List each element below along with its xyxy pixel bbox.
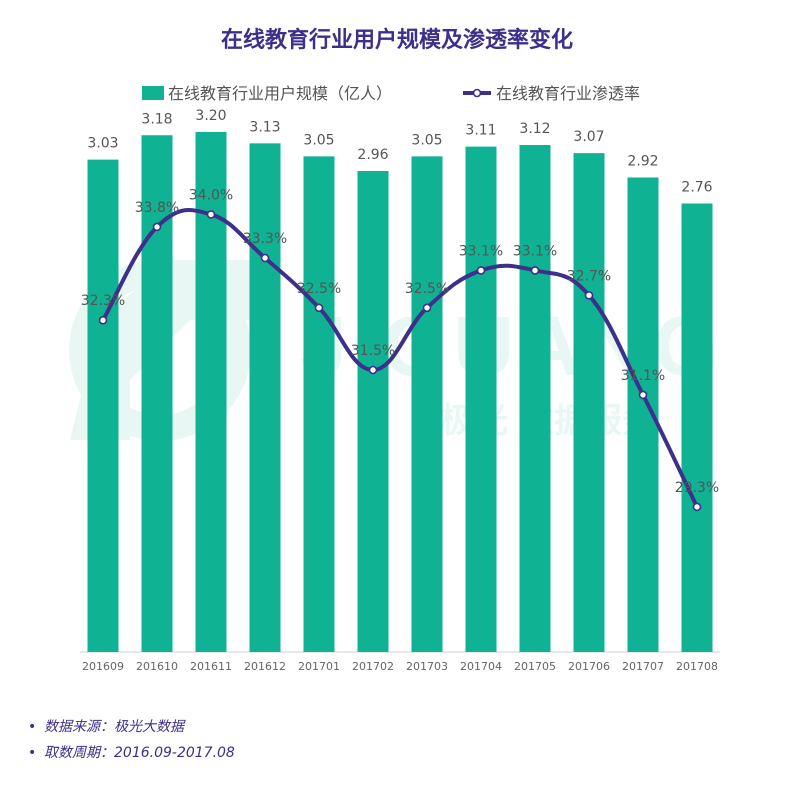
rate-point-201610 bbox=[152, 222, 162, 232]
x-tick-201611: 201611 bbox=[190, 660, 232, 673]
x-tick-201609: 201609 bbox=[82, 660, 124, 673]
x-tick-201612: 201612 bbox=[244, 660, 286, 673]
bar-label-201701: 3.05 bbox=[303, 132, 334, 148]
footnote-source-text: 数据来源：极光大数据 bbox=[44, 719, 184, 735]
bar-201706 bbox=[573, 153, 605, 652]
bar-label-201704: 3.11 bbox=[465, 123, 496, 139]
bar-201704 bbox=[465, 146, 497, 652]
legend-bar-swatch bbox=[142, 86, 164, 100]
x-tick-201701: 201701 bbox=[298, 660, 340, 673]
bar-label-201707: 2.92 bbox=[627, 154, 658, 170]
bar-201702 bbox=[357, 171, 389, 652]
rate-label-201701: 32.5% bbox=[297, 281, 341, 297]
x-tick-201706: 201706 bbox=[568, 660, 610, 673]
bar-label-201612: 3.13 bbox=[249, 119, 280, 135]
rate-point-201704 bbox=[476, 266, 486, 275]
rate-point-201702 bbox=[368, 365, 378, 375]
bar-label-201702: 2.96 bbox=[357, 147, 388, 163]
bar-201610 bbox=[141, 135, 173, 652]
bar-201609 bbox=[87, 159, 119, 652]
x-tick-201708: 201708 bbox=[676, 660, 718, 673]
x-tick-201610: 201610 bbox=[136, 660, 178, 673]
rate-point-201706 bbox=[584, 291, 594, 300]
rate-label-201703: 32.5% bbox=[405, 281, 449, 297]
bar-label-201609: 3.03 bbox=[87, 136, 118, 152]
footnote-source: • 数据来源：极光大数据 bbox=[28, 719, 184, 735]
x-tick-201702: 201702 bbox=[352, 660, 394, 673]
x-tick-201704: 201704 bbox=[460, 660, 502, 673]
x-tick-201705: 201705 bbox=[514, 660, 556, 673]
x-tick-201707: 201707 bbox=[622, 660, 664, 673]
legend-line-label: 在线教育行业渗透率 bbox=[496, 84, 640, 103]
rate-point-201612 bbox=[260, 253, 270, 263]
rate-point-201609 bbox=[98, 315, 108, 325]
rate-label-201706: 32.7% bbox=[567, 268, 611, 284]
footnote-period-text: 取数周期：2016.09-2017.08 bbox=[44, 745, 235, 761]
penetration-line bbox=[101, 208, 699, 509]
rate-label-201702: 31.5% bbox=[351, 343, 395, 359]
rate-point-201701 bbox=[314, 303, 324, 313]
bar-label-201708: 2.76 bbox=[681, 180, 712, 196]
rate-label-201611: 34.0% bbox=[189, 187, 233, 203]
bar-201701 bbox=[303, 156, 335, 652]
bar-label-201610: 3.18 bbox=[141, 111, 172, 127]
bar-label-201706: 3.07 bbox=[573, 129, 604, 145]
rate-label-201610: 33.8% bbox=[135, 200, 179, 216]
legend-bar-label: 在线教育行业用户规模（亿人） bbox=[168, 84, 392, 103]
rate-label-201704: 33.1% bbox=[459, 243, 503, 259]
rate-point-201611 bbox=[206, 210, 216, 219]
footnote-period: • 取数周期：2016.09-2017.08 bbox=[28, 745, 235, 761]
bar-201612 bbox=[249, 143, 281, 652]
footnotes: • 数据来源：极光大数据 • 取数周期：2016.09-2017.08 bbox=[28, 714, 235, 766]
rate-label-201705: 33.1% bbox=[513, 243, 557, 259]
rate-point-201705 bbox=[530, 266, 540, 275]
bar-201705 bbox=[519, 145, 551, 652]
rate-point-201703 bbox=[422, 303, 432, 313]
rate-label-201707: 31.1% bbox=[621, 368, 665, 384]
bar-label-201703: 3.05 bbox=[411, 132, 442, 148]
rate-label-201612: 33.3% bbox=[243, 231, 287, 247]
bar-label-201705: 3.12 bbox=[519, 121, 550, 137]
rate-label-201708: 29.3% bbox=[675, 480, 719, 496]
x-tick-201703: 201703 bbox=[406, 660, 448, 673]
bar-201708 bbox=[681, 203, 713, 652]
rate-point-201707 bbox=[638, 390, 648, 400]
rate-point-201708 bbox=[692, 502, 702, 512]
legend-line-marker bbox=[472, 88, 482, 98]
chart-title: 在线教育行业用户规模及渗透率变化 bbox=[220, 28, 573, 53]
bar-label-201611: 3.20 bbox=[195, 108, 226, 124]
legend: 在线教育行业用户规模（亿人） 在线教育行业渗透率 bbox=[142, 84, 640, 103]
bar-201703 bbox=[411, 156, 443, 652]
rate-label-201609: 32.3% bbox=[81, 293, 125, 309]
